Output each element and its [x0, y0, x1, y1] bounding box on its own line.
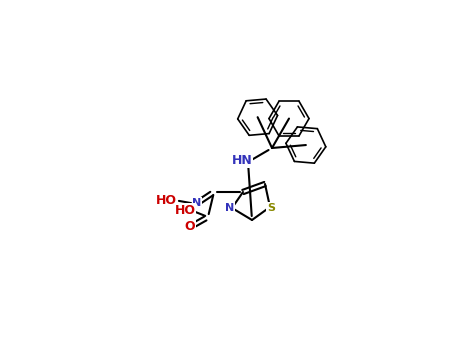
Text: N: N [225, 203, 235, 213]
Text: HO: HO [156, 194, 177, 206]
Text: S: S [267, 203, 275, 213]
Text: O: O [185, 220, 195, 233]
Text: N: N [192, 198, 202, 208]
Text: HO: HO [175, 203, 196, 217]
Text: HN: HN [232, 154, 253, 168]
